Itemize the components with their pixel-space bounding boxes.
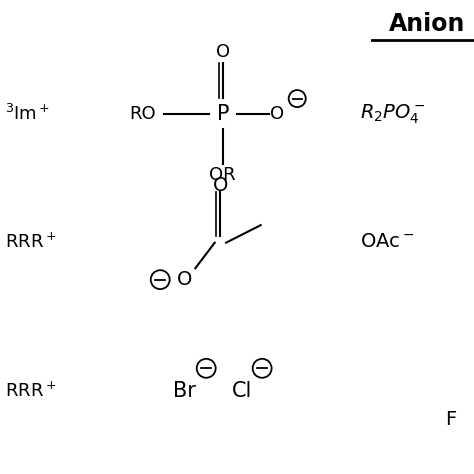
Text: OAc$^-$: OAc$^-$ (360, 232, 414, 251)
Text: O: O (177, 270, 192, 289)
Text: RO: RO (129, 105, 155, 123)
Text: Anion: Anion (388, 12, 465, 36)
Text: O: O (213, 176, 228, 195)
Text: P: P (217, 104, 229, 124)
Text: OR: OR (210, 166, 236, 184)
Text: $^3$Im$^+$: $^3$Im$^+$ (5, 104, 49, 124)
Text: $R_2PO_4^-$: $R_2PO_4^-$ (360, 102, 426, 126)
Text: RRR$^+$: RRR$^+$ (5, 232, 56, 251)
Text: O: O (270, 105, 284, 123)
Text: F: F (446, 410, 457, 429)
Text: Br: Br (173, 381, 196, 401)
Text: O: O (216, 43, 230, 61)
Text: Cl: Cl (232, 381, 252, 401)
Text: RRR$^+$: RRR$^+$ (5, 382, 56, 401)
